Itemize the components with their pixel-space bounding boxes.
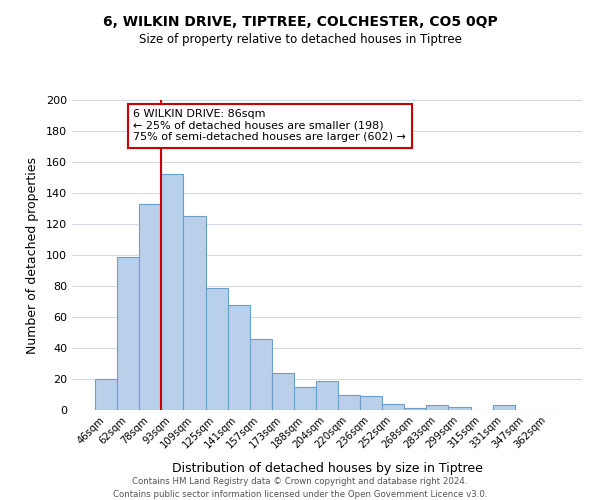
Bar (95, 379, 117, 410)
Bar (206, 288, 227, 410)
Text: 6 WILKIN DRIVE: 86sqm
← 25% of detached houses are smaller (198)
75% of semi-det: 6 WILKIN DRIVE: 86sqm ← 25% of detached … (133, 110, 406, 142)
Bar (227, 304, 250, 410)
Bar (338, 394, 360, 410)
Text: Contains public sector information licensed under the Open Government Licence v3: Contains public sector information licen… (113, 490, 487, 499)
Bar (117, 256, 139, 410)
Bar (448, 407, 470, 410)
Y-axis label: Number of detached properties: Number of detached properties (26, 156, 39, 354)
Bar (294, 387, 316, 410)
Bar (250, 338, 272, 410)
Bar (493, 406, 515, 410)
Bar (404, 408, 427, 410)
Bar (382, 404, 404, 410)
Bar (272, 373, 294, 410)
Bar (427, 406, 448, 410)
X-axis label: Distribution of detached houses by size in Tiptree: Distribution of detached houses by size … (172, 462, 482, 474)
Bar (360, 396, 382, 410)
Text: 6, WILKIN DRIVE, TIPTREE, COLCHESTER, CO5 0QP: 6, WILKIN DRIVE, TIPTREE, COLCHESTER, CO… (103, 15, 497, 29)
Bar (161, 174, 184, 410)
Bar (139, 204, 161, 410)
Text: Contains HM Land Registry data © Crown copyright and database right 2024.: Contains HM Land Registry data © Crown c… (132, 478, 468, 486)
Bar (316, 380, 338, 410)
Text: Size of property relative to detached houses in Tiptree: Size of property relative to detached ho… (139, 32, 461, 46)
Bar (184, 216, 206, 410)
